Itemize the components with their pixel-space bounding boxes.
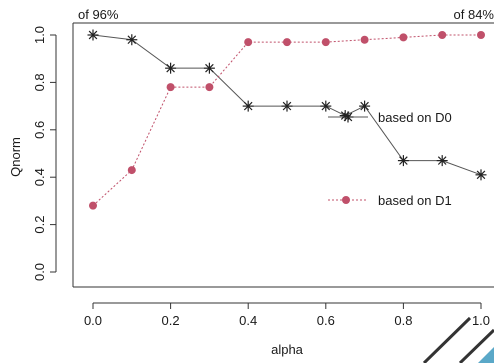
series-line-d0 (92, 34, 482, 176)
x-tick-label: 0.2 (162, 313, 180, 328)
legend-label-d1: based on D1 (378, 193, 452, 208)
y-tick-label: 1.0 (32, 26, 47, 44)
resize-handle-icon[interactable] (422, 316, 494, 363)
legend-marker-d1 (342, 196, 350, 204)
data-point-d0 (359, 100, 371, 112)
x-axis-title: alpha (271, 342, 304, 357)
data-point-d0 (126, 34, 138, 46)
data-point-d1 (438, 31, 447, 39)
data-point-d1 (89, 201, 97, 210)
data-point-d1 (477, 31, 485, 39)
data-point-d1 (360, 35, 369, 44)
corner-label-right: of 84% (454, 7, 494, 22)
x-tick-label: 1.0 (472, 313, 490, 328)
data-point-d0 (87, 29, 99, 41)
legend: based on D0 based on D1 (328, 110, 452, 208)
data-point-d1 (166, 83, 175, 92)
data-point-d0 (397, 155, 409, 167)
data-point-d1 (205, 83, 214, 92)
series-layer (87, 29, 487, 210)
data-point-d0 (203, 62, 215, 74)
y-axis-title: Qnorm (8, 137, 23, 177)
corner-label-left: of 96% (78, 7, 119, 22)
x-tick-label: 0.8 (394, 313, 412, 328)
data-point-d1 (127, 166, 136, 175)
x-tick-label: 0.0 (84, 313, 102, 328)
data-point-d0 (320, 100, 332, 112)
data-point-d0 (242, 100, 254, 112)
legend-label-d0: based on D0 (378, 110, 452, 125)
data-point-d1 (244, 38, 253, 47)
data-point-d1 (399, 33, 408, 42)
data-point-d0 (165, 62, 177, 74)
x-tick-label: 0.4 (239, 313, 257, 328)
legend-marker-d0 (342, 111, 354, 123)
y-tick-label: 0.2 (32, 216, 47, 234)
data-point-d0 (436, 155, 448, 167)
y-axis: 0.0 0.2 0.4 0.6 0.8 1.0 (32, 26, 57, 281)
data-point-d0 (475, 169, 487, 181)
x-axis: 0.0 0.2 0.4 0.6 0.8 1.0 (84, 302, 490, 328)
data-point-d1 (283, 38, 291, 47)
y-tick-label: 0.0 (32, 263, 47, 281)
x-tick-label: 0.6 (317, 313, 335, 328)
y-tick-label: 0.4 (32, 168, 47, 186)
data-point-d0 (281, 100, 293, 112)
data-point-d1 (321, 38, 330, 47)
y-tick-label: 0.8 (32, 73, 47, 91)
y-tick-label: 0.6 (32, 121, 47, 139)
